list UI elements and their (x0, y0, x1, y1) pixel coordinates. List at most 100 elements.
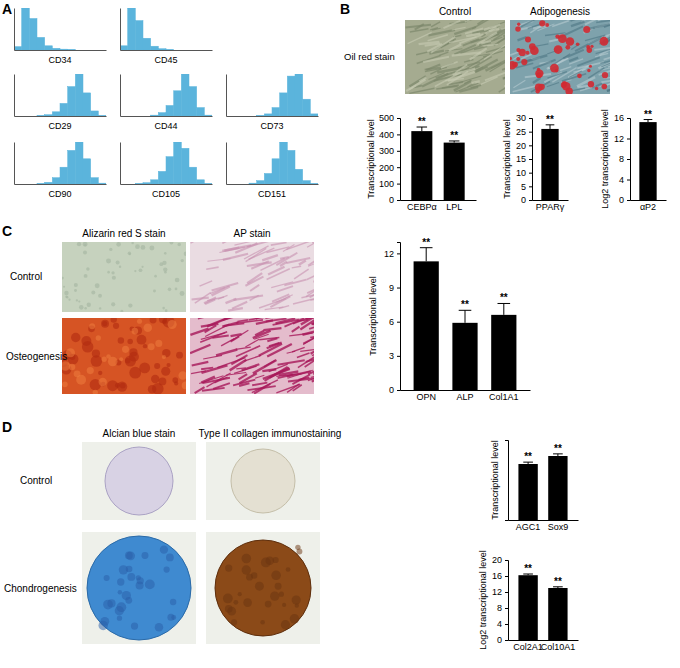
texture (545, 23, 549, 27)
significance-label: ** (500, 292, 508, 303)
texture (595, 87, 598, 90)
texture (236, 346, 260, 357)
y-axis-title: Transcriptional level (366, 119, 376, 199)
texture (153, 290, 156, 293)
texture (127, 573, 135, 581)
tick: 20 (516, 141, 532, 151)
tick-label: PPARγ (536, 202, 565, 212)
texture (170, 599, 176, 605)
texture (135, 244, 140, 249)
panel-label: A (2, 1, 12, 17)
histogram-bar (257, 115, 265, 116)
histogram-bar (226, 184, 234, 185)
histogram-bar (303, 99, 311, 116)
histogram-bar (166, 49, 174, 50)
texture (182, 381, 186, 389)
texture (120, 310, 123, 312)
texture (432, 28, 440, 30)
tick: 200 (379, 163, 400, 173)
x-axis: CEBPαLPL (401, 200, 477, 212)
texture (127, 339, 132, 344)
axis-line (401, 200, 477, 201)
image-label: Control (20, 475, 52, 486)
bar (452, 323, 477, 390)
significance-label: ** (450, 130, 458, 141)
y-axis-title: Transcriptional level (502, 119, 512, 199)
texture (76, 299, 78, 301)
y-axis (120, 143, 121, 185)
axis-line (120, 143, 121, 185)
bar (541, 129, 558, 200)
tick-label: 200 (379, 163, 394, 173)
texture (280, 262, 287, 266)
texture (242, 565, 251, 574)
texture (256, 320, 273, 323)
micrograph-background (62, 242, 186, 312)
histogram-bar (181, 50, 189, 51)
histogram-bar (241, 184, 249, 185)
bar-chart: 051015202530PPARγ**Transcriptional level (502, 113, 569, 212)
texture (74, 283, 78, 287)
y-axis (120, 75, 121, 117)
texture (292, 266, 301, 268)
histogram-bar (249, 116, 257, 117)
texture (503, 75, 505, 78)
micrograph-background (206, 532, 320, 644)
texture (251, 261, 268, 269)
tick: 300 (379, 146, 400, 156)
bar (491, 315, 516, 390)
texture (464, 59, 473, 62)
texture (116, 602, 126, 612)
texture (82, 341, 94, 353)
texture (505, 71, 506, 76)
texture (525, 36, 531, 42)
y-axis: 036912 (384, 243, 401, 396)
y-axis (14, 143, 15, 185)
histogram: CD90 (15, 142, 107, 199)
tick-mark (505, 624, 508, 625)
histogram-bar (295, 169, 303, 184)
texture (87, 303, 91, 307)
texture (150, 318, 157, 323)
histogram-bars (14, 8, 75, 50)
texture (516, 48, 520, 52)
error-bar (420, 248, 433, 262)
texture (261, 558, 271, 568)
bar-chart: 036912OPNALPCol1A1******Transcriptional … (368, 237, 531, 403)
x-axis (227, 116, 319, 117)
bar (548, 588, 567, 640)
tick-label: 30 (516, 113, 526, 123)
axis-line (631, 200, 667, 201)
texture (428, 30, 455, 36)
histogram-bar (83, 93, 91, 116)
histogram-bar (22, 8, 30, 50)
texture (577, 57, 599, 65)
texture (230, 360, 247, 371)
y-axis: 051015202530 (516, 113, 533, 205)
texture (252, 383, 267, 386)
image-label: Osteogenesis (6, 351, 67, 362)
y-axis (226, 143, 227, 185)
tick: 0 (389, 195, 400, 205)
texture (207, 259, 230, 262)
texture (547, 82, 559, 86)
bar (639, 122, 656, 200)
texture (87, 367, 94, 374)
texture (552, 21, 569, 27)
micrograph-background (206, 442, 320, 520)
axis-line (505, 441, 509, 521)
texture (77, 242, 81, 246)
histogram-bars (249, 142, 318, 184)
texture (104, 575, 110, 581)
micrograph-background (62, 318, 186, 394)
micrograph (206, 442, 320, 520)
histogram-bar (272, 108, 280, 116)
texture (166, 363, 170, 367)
texture (278, 360, 305, 364)
texture (83, 242, 88, 247)
texture (295, 545, 300, 550)
texture (102, 357, 107, 362)
texture (195, 293, 211, 303)
texture (166, 554, 174, 562)
texture (101, 320, 109, 328)
